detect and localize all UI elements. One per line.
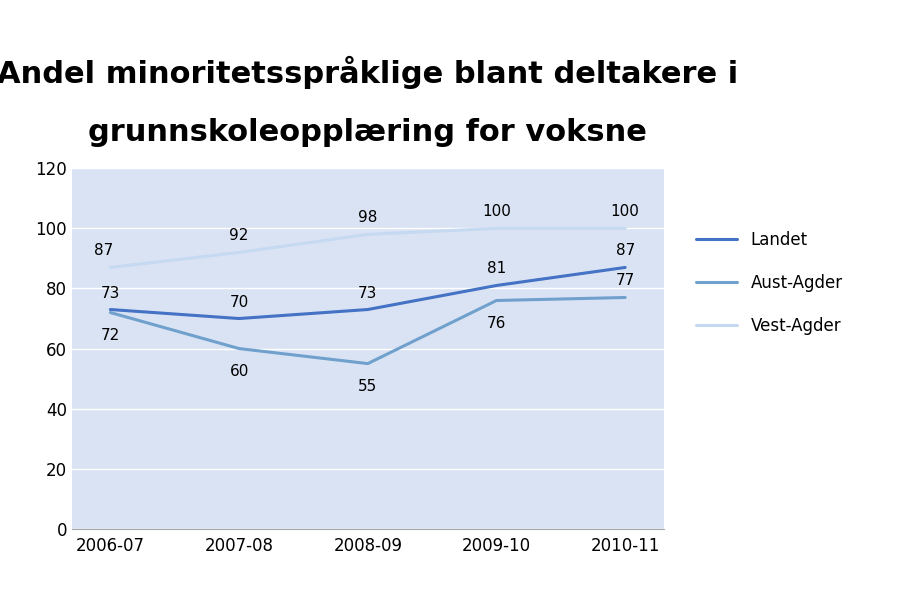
Aust-Agder — [620, 294, 631, 301]
Vest-Agder — [620, 225, 631, 232]
Text: 60: 60 — [230, 364, 248, 379]
Text: 87: 87 — [94, 243, 114, 258]
Text: 98: 98 — [358, 210, 378, 225]
Text: 73: 73 — [100, 285, 120, 300]
Text: 77: 77 — [615, 273, 635, 288]
Text: 73: 73 — [358, 285, 378, 300]
Vest-Agder — [491, 225, 501, 232]
Vest-Agder — [362, 231, 373, 238]
Text: grunnskoleopplæring for voksne: grunnskoleopplæring for voksne — [88, 118, 648, 147]
Line: Vest-Agder: Vest-Agder — [110, 228, 625, 267]
Text: Andel minoritetsspråklige blant deltakere i: Andel minoritetsspråklige blant deltaker… — [0, 55, 738, 89]
Line: Landet: Landet — [110, 267, 625, 319]
Landet — [620, 264, 631, 271]
Vest-Agder — [105, 264, 116, 271]
Aust-Agder — [491, 297, 501, 304]
Aust-Agder — [105, 309, 116, 316]
Landet — [105, 306, 116, 313]
Text: 76: 76 — [487, 316, 506, 331]
Line: Aust-Agder: Aust-Agder — [110, 297, 625, 364]
Text: 72: 72 — [100, 328, 120, 343]
Vest-Agder — [234, 249, 245, 256]
Text: 100: 100 — [482, 204, 511, 219]
Legend: Landet, Aust-Agder, Vest-Agder: Landet, Aust-Agder, Vest-Agder — [696, 231, 843, 335]
Landet — [362, 306, 373, 313]
Text: 87: 87 — [615, 243, 635, 258]
Aust-Agder — [234, 345, 245, 352]
Text: 55: 55 — [358, 379, 378, 394]
Landet — [491, 282, 501, 289]
Text: 70: 70 — [230, 294, 248, 310]
Text: 92: 92 — [230, 228, 248, 243]
Landet — [234, 315, 245, 322]
Aust-Agder — [362, 360, 373, 367]
Text: 100: 100 — [611, 204, 640, 219]
Text: 81: 81 — [487, 261, 506, 276]
